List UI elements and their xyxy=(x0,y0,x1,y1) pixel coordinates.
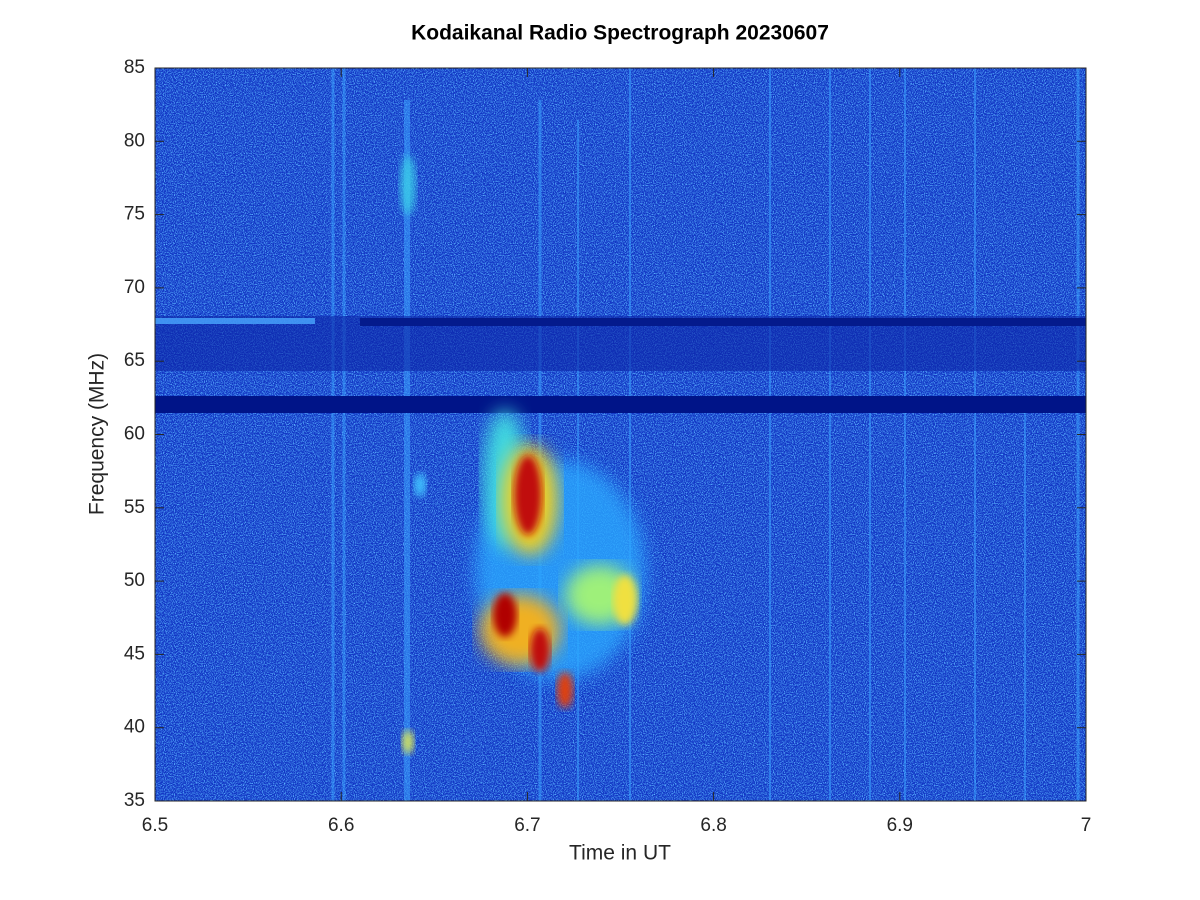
y-tick-label: 55 xyxy=(124,497,145,518)
x-tick-label: 6.9 xyxy=(887,815,913,836)
x-tick-label: 7 xyxy=(1081,815,1092,836)
bright-line xyxy=(155,318,315,324)
y-tick-label: 35 xyxy=(124,790,145,811)
x-tick-label: 6.5 xyxy=(142,815,168,836)
y-tick-label: 80 xyxy=(124,130,145,151)
x-tick-label: 6.8 xyxy=(700,815,726,836)
y-tick-label: 85 xyxy=(124,57,145,78)
y-tick-label: 65 xyxy=(124,350,145,371)
x-axis-label: Time in UT xyxy=(569,842,671,865)
burst xyxy=(400,155,645,754)
y-axis-label: Frequency (MHz) xyxy=(86,353,109,515)
y-tick-label: 45 xyxy=(124,643,145,664)
x-tick-label: 6.7 xyxy=(514,815,540,836)
x-tick-label: 6.6 xyxy=(328,815,354,836)
vertical-streaks xyxy=(331,68,1080,801)
noise xyxy=(155,68,1086,801)
dark-line xyxy=(360,318,1086,326)
chart-title: Kodaikanal Radio Spectrograph 20230607 xyxy=(411,22,829,45)
y-tick-label: 60 xyxy=(124,424,145,445)
y-tick-label: 50 xyxy=(124,570,145,591)
y-tick-label: 75 xyxy=(124,204,145,225)
y-tick-label: 40 xyxy=(124,717,145,738)
y-tick-label: 70 xyxy=(124,277,145,298)
spectrogram-image xyxy=(155,68,1086,801)
dark-band xyxy=(155,396,1086,413)
